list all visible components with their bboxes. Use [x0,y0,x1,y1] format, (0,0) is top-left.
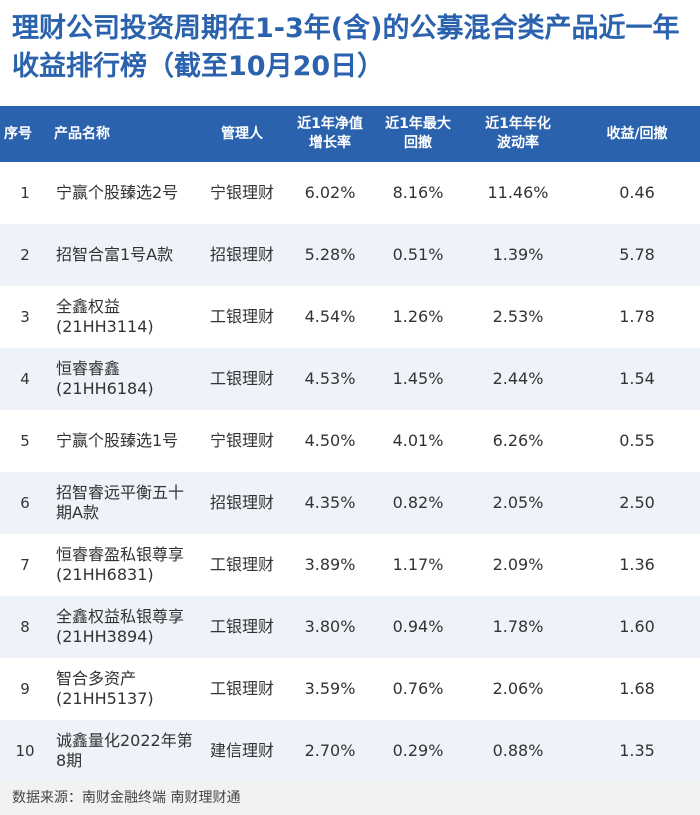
cell-manager: 工银理财 [209,617,274,636]
cell-index: 9 [20,680,30,698]
table-row: 7 恒睿睿盈私银尊享(21HH6831) 工银理财 3.89% 1.17% 2.09% 1.… [0,534,700,596]
header-nav-growth: 近1年净值 增长率 [297,116,363,151]
table-row: 4 恒睿睿鑫(21HH6184) 工银理财 4.53% 1.45% 2.44% 1.54 [0,348,700,410]
cell-volatility: 1.78% [492,617,544,636]
cell-product-name: 恒睿睿鑫(21HH6184) [56,359,154,398]
cell-product-name: 宁赢个股臻选1号 [56,431,179,450]
cell-return-drawdown: 1.35 [619,741,655,760]
cell-volatility: 2.44% [492,369,544,388]
cell-nav-growth: 3.89% [304,555,356,574]
cell-manager: 招银理财 [209,493,274,512]
cell-manager: 工银理财 [209,369,274,388]
cell-nav-growth: 3.59% [304,679,356,698]
cell-return-drawdown: 1.54 [619,369,655,388]
table-row: 10 诚鑫量化2022年第8期 建信理财 2.70% 0.29% 0.88% 1.35 [0,720,700,782]
cell-index: 6 [20,494,30,512]
cell-index: 8 [20,618,30,636]
cell-index: 5 [20,432,30,450]
header-manager: 管理人 [221,125,263,142]
cell-volatility: 2.53% [492,307,544,326]
table-row: 9 智合多资产(21HH5137) 工银理财 3.59% 0.76% 2.06% 1.68 [0,658,700,720]
cell-volatility: 2.05% [492,493,544,512]
cell-product-name: 诚鑫量化2022年第8期 [56,731,193,770]
header-volatility: 近1年年化 波动率 [485,116,551,151]
cell-index: 7 [20,556,30,574]
table-row: 2 招智合富1号A款 招银理财 5.28% 0.51% 1.39% 5.78 [0,224,700,286]
cell-volatility: 11.46% [487,183,549,202]
cell-index: 4 [20,370,30,388]
table-row: 5 宁赢个股臻选1号 宁银理财 4.50% 4.01% 6.26% 0.55 [0,410,700,472]
cell-product-name: 全鑫权益私银尊享(21HH3894) [56,607,185,646]
page-title: 理财公司投资周期在1-3年(含)的公募混合类产品近一年收益排行榜（截至10月20… [12,13,680,82]
cell-max-drawdown: 0.51% [392,245,444,264]
table-body: 1 宁赢个股臻选2号 宁银理财 6.02% 8.16% 11.46% 0.46 2 招智合富1号… [0,162,700,782]
cell-max-drawdown: 0.82% [392,493,444,512]
table-row: 1 宁赢个股臻选2号 宁银理财 6.02% 8.16% 11.46% 0.46 [0,162,700,224]
cell-return-drawdown: 1.36 [619,555,655,574]
cell-manager: 工银理财 [209,679,274,698]
header-max-drawdown: 近1年最大 回撤 [385,116,451,151]
table-row: 8 全鑫权益私银尊享(21HH3894) 工银理财 3.80% 0.94% 1.78% 1.… [0,596,700,658]
cell-manager: 工银理财 [209,307,274,326]
cell-manager: 建信理财 [209,741,274,760]
cell-max-drawdown: 0.94% [392,617,444,636]
cell-nav-growth: 6.02% [304,183,356,202]
cell-nav-growth: 2.70% [304,741,356,760]
cell-nav-growth: 5.28% [304,245,356,264]
table-row: 3 全鑫权益(21HH3114) 工银理财 4.54% 1.26% 2.53% 1.78 [0,286,700,348]
table-row: 6 招智睿远平衡五十期A款 招银理财 4.35% 0.82% 2.05% 2.50 [0,472,700,534]
cell-return-drawdown: 1.78 [619,307,655,326]
cell-max-drawdown: 4.01% [392,431,444,450]
cell-volatility: 2.06% [492,679,544,698]
cell-nav-growth: 4.50% [304,431,356,450]
cell-nav-growth: 4.54% [304,307,356,326]
header-product-name: 产品名称 [54,125,110,142]
cell-return-drawdown: 5.78 [619,245,655,264]
cell-manager: 招银理财 [209,245,274,264]
cell-volatility: 0.88% [492,741,544,760]
cell-nav-growth: 3.80% [304,617,356,636]
cell-manager: 宁银理财 [209,431,274,450]
cell-manager: 宁银理财 [209,183,274,202]
source-note: 数据来源：南财金融终端 南财理财通 [0,782,700,815]
cell-max-drawdown: 0.29% [392,741,444,760]
header-index: 序号 [4,125,32,142]
cell-return-drawdown: 0.46 [619,183,655,202]
cell-index: 1 [20,184,30,202]
cell-max-drawdown: 1.26% [392,307,444,326]
cell-max-drawdown: 0.76% [392,679,444,698]
cell-nav-growth: 4.53% [304,369,356,388]
cell-index: 3 [20,308,30,326]
cell-volatility: 1.39% [492,245,544,264]
cell-nav-growth: 4.35% [304,493,356,512]
cell-manager: 工银理财 [209,555,274,574]
table-header-row: 序号 产品名称 管理人 近1年净值 增长率 近1年最大 回撤 近1年年化 波动率 收益/回撤 [0,106,700,162]
cell-product-name: 招智睿远平衡五十期A款 [56,483,185,522]
cell-return-drawdown: 1.60 [619,617,655,636]
cell-return-drawdown: 0.55 [619,431,655,450]
cell-volatility: 2.09% [492,555,544,574]
cell-return-drawdown: 2.50 [619,493,655,512]
cell-product-name: 宁赢个股臻选2号 [56,183,179,202]
cell-product-name: 全鑫权益(21HH3114) [56,297,154,336]
cell-index: 2 [20,246,30,264]
cell-index: 10 [15,742,35,760]
cell-volatility: 6.26% [492,431,544,450]
cell-max-drawdown: 1.45% [392,369,444,388]
cell-max-drawdown: 8.16% [392,183,444,202]
cell-product-name: 智合多资产(21HH5137) [56,669,154,708]
cell-max-drawdown: 1.17% [392,555,444,574]
cell-product-name: 招智合富1号A款 [56,245,174,264]
ranking-table: 序号 产品名称 管理人 近1年净值 增长率 近1年最大 回撤 近1年年化 波动率 收益/回撤 1 宁… [0,106,700,782]
cell-return-drawdown: 1.68 [619,679,655,698]
header-return-drawdown: 收益/回撤 [606,125,668,142]
cell-product-name: 恒睿睿盈私银尊享(21HH6831) [56,545,185,584]
